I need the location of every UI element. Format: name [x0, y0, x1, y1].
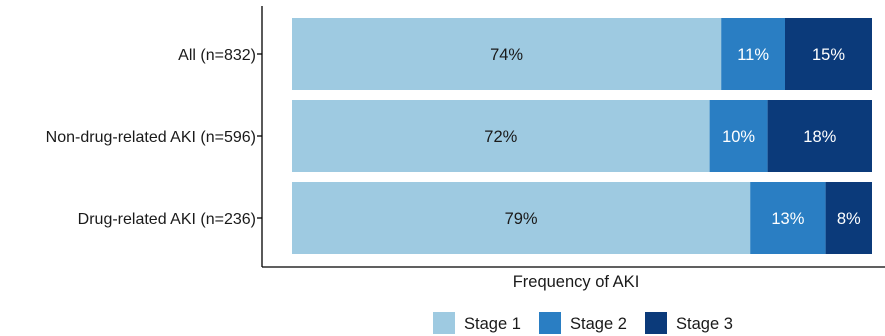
legend: Stage 1 Stage 2 Stage 3 — [433, 312, 733, 334]
bar-segment-stage-3 — [767, 100, 872, 172]
bar-segment-stage-2 — [709, 100, 768, 172]
x-axis-title: Frequency of AKI — [513, 273, 640, 291]
bar-segment-stage-3 — [825, 182, 872, 254]
legend-swatch — [539, 312, 561, 334]
data-label: 11% — [737, 46, 769, 64]
category-label: Non-drug-related AKI (n=596) — [46, 129, 256, 146]
bar-segment-stage-1 — [292, 182, 751, 254]
legend-swatch — [645, 312, 667, 334]
bars-layer: 74% 11% 15% 72% 10% 18% 79% 13% 8% — [292, 18, 872, 254]
data-label: 74% — [490, 46, 523, 64]
bar-segment-stage-2 — [721, 18, 785, 90]
data-label: 10% — [722, 128, 755, 146]
data-label: 15% — [812, 46, 845, 64]
axes — [261, 6, 885, 268]
category-label: All (n=832) — [178, 47, 256, 64]
bar-segment-stage-2 — [750, 182, 826, 254]
legend-label: Stage 1 — [464, 315, 521, 333]
legend-swatch — [433, 312, 455, 334]
data-label: 18% — [803, 128, 836, 146]
data-label: 13% — [771, 210, 804, 228]
category-label: Drug-related AKI (n=236) — [78, 211, 256, 228]
data-label: 79% — [505, 210, 538, 228]
bar-segment-stage-1 — [292, 18, 722, 90]
data-label: 8% — [837, 210, 861, 228]
data-label: 72% — [484, 128, 517, 146]
legend-label: Stage 2 — [570, 315, 627, 333]
bar-segment-stage-1 — [292, 100, 710, 172]
legend-label: Stage 3 — [676, 315, 733, 333]
bar-segment-stage-3 — [785, 18, 872, 90]
category-labels: All (n=832) Non-drug-related AKI (n=596) D… — [46, 47, 262, 228]
